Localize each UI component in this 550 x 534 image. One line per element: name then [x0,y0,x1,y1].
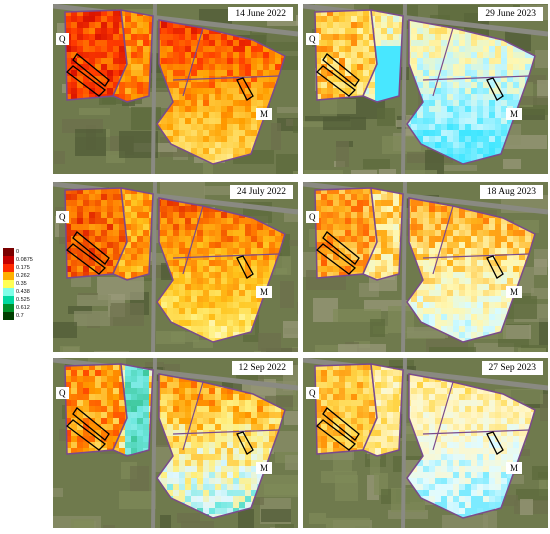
legend-row: 0.525 [3,296,55,304]
panel-date: 12 Sep 2022 [231,361,293,375]
legend-swatch [3,280,14,288]
map-panel-2: 29 June 2023 Q M [303,4,548,174]
field-label-q: Q [56,211,69,223]
field-map-image [53,358,298,528]
legend-swatch [3,264,14,272]
legend-label: 0 [16,248,19,256]
legend-row: 0.0875 [3,256,55,264]
panel-date: 18 Aug 2023 [479,185,543,199]
legend-label: 0.525 [16,296,30,304]
field-label-m: M [256,462,273,474]
field-label-m: M [506,462,523,474]
legend-swatch [3,312,14,320]
legend-row: 0.35 [3,280,55,288]
legend-row: 0.612 [3,304,55,312]
field-map-image [303,4,548,174]
legend-label: 0.175 [16,264,30,272]
legend-label: 0.438 [16,288,30,296]
map-panel-4: 18 Aug 2023 Q M [303,182,548,352]
field-map-image [303,182,548,352]
legend-label: 0.7 [16,312,24,320]
legend-swatch [3,296,14,304]
map-panel-6: 27 Sep 2023 Q M [303,358,548,528]
panel-date: 14 June 2022 [228,7,293,21]
panel-date: 24 July 2022 [229,185,293,199]
legend-label: 0.262 [16,272,30,280]
map-panel-1: 14 June 2022 Q M [53,4,298,174]
field-label-q: Q [306,211,319,223]
field-label-m: M [256,286,273,298]
legend-row: 0.262 [3,272,55,280]
map-panel-3: 24 July 2022 Q M [53,182,298,352]
panel-date: 29 June 2023 [478,7,543,21]
field-label-m: M [256,108,273,120]
field-label-q: Q [56,33,69,45]
legend-label: 0.612 [16,304,30,312]
legend-row: 0 [3,248,55,256]
legend-label: 0.35 [16,280,27,288]
field-label-m: M [506,108,523,120]
legend-row: 0.175 [3,264,55,272]
legend-swatch [3,272,14,280]
field-map-image [53,4,298,174]
legend-row: 0.7 [3,312,55,320]
legend-swatch [3,248,14,256]
field-label-m: M [506,286,523,298]
legend-swatch [3,256,14,264]
map-panel-5: 12 Sep 2022 Q M [53,358,298,528]
panel-date: 27 Sep 2023 [481,361,543,375]
legend-label: 0.0875 [16,256,33,264]
legend-swatch [3,304,14,312]
field-label-q: Q [56,387,69,399]
legend-swatch [3,288,14,296]
field-map-image [303,358,548,528]
field-label-q: Q [306,33,319,45]
field-map-image [53,182,298,352]
color-scale-legend: 0 0.0875 0.175 0.262 0.35 0.438 0.525 0.612 0.7 [3,248,55,320]
field-label-q: Q [306,387,319,399]
legend-row: 0.438 [3,288,55,296]
